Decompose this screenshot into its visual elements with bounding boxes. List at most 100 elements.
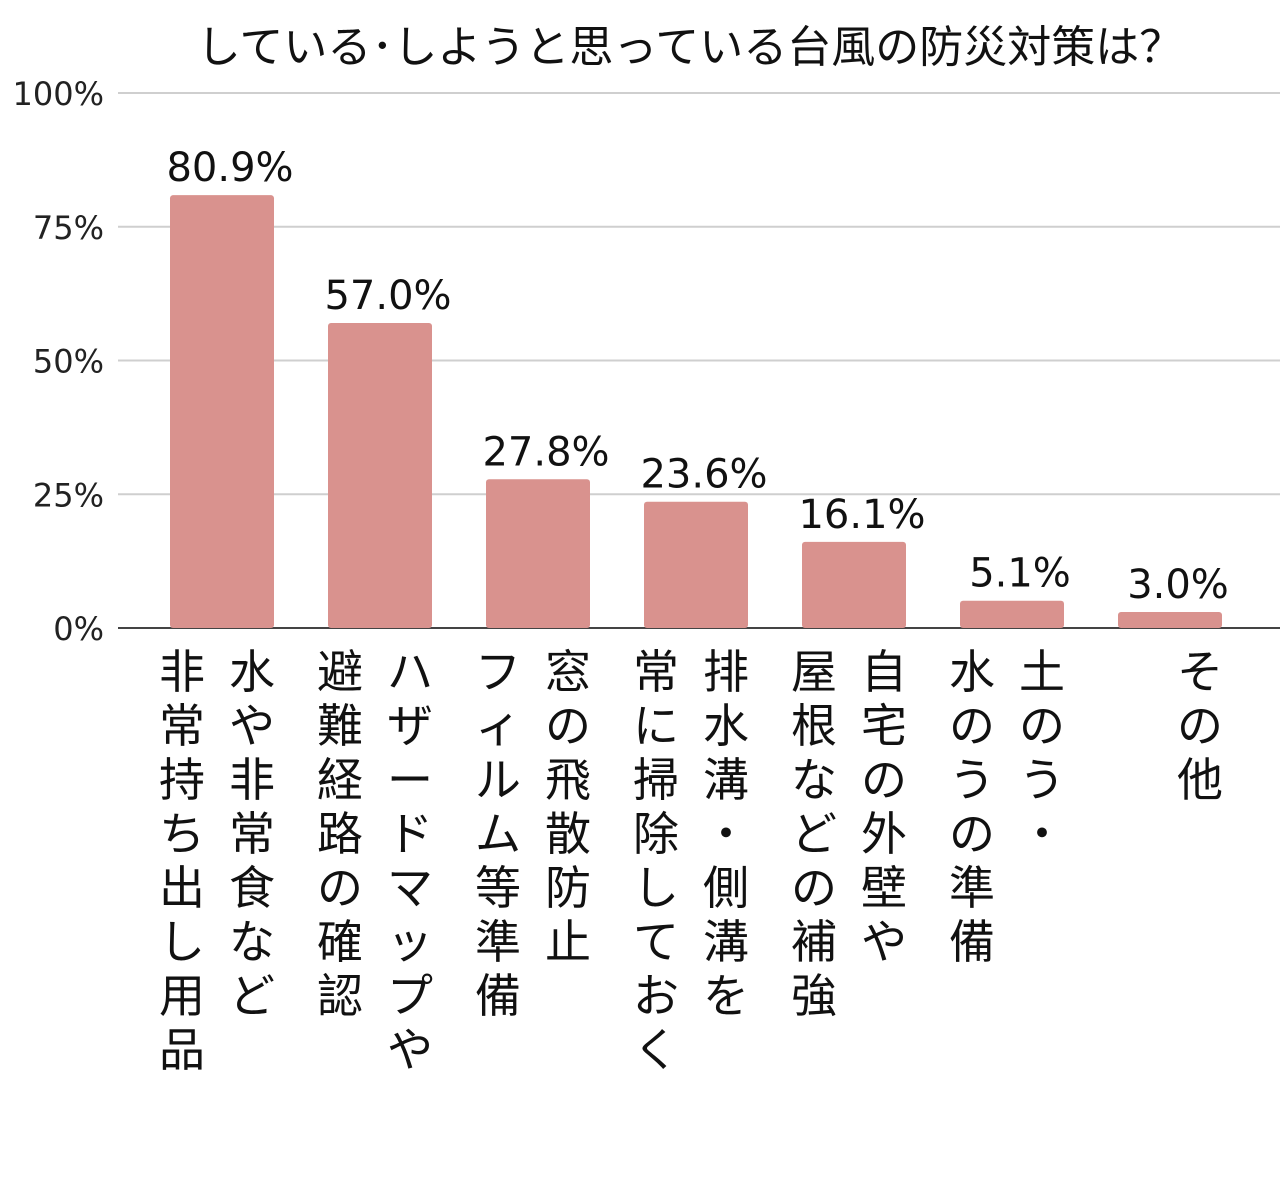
category-char: 根 [791, 699, 837, 753]
category-char: ー [387, 753, 433, 807]
category-char: ハ [387, 645, 433, 699]
category-char: マ [387, 861, 433, 915]
data-label: 23.6% [640, 452, 767, 498]
bar [802, 541, 906, 628]
y-tick-label: 100% [13, 75, 104, 113]
gridlines: 0% 25% 50% 75% 100% [13, 75, 1280, 648]
category-char: 常 [159, 699, 205, 753]
category-char: ・ [703, 807, 749, 861]
category-char: 品 [159, 1023, 205, 1077]
category-label: その他 [1177, 645, 1223, 807]
category-char: 非 [159, 645, 205, 699]
category-char: 常 [633, 645, 679, 699]
data-label: 3.0% [1127, 562, 1229, 608]
category-char: ど [229, 969, 275, 1023]
category-char: 溝 [703, 915, 749, 969]
y-tick-label: 0% [53, 610, 104, 648]
category-char: 水 [949, 645, 995, 699]
data-labels: 80.9% 57.0% 27.8% 23.6% 16.1% 5.1% 3.0% [166, 145, 1228, 608]
category-char: 備 [949, 915, 995, 969]
category-char: 出 [159, 861, 205, 915]
category-char: 準 [949, 861, 995, 915]
category-char: の [861, 753, 907, 807]
category-char: 路 [317, 807, 363, 861]
category-char: の [545, 699, 591, 753]
bar [328, 323, 432, 628]
category-char: の [949, 807, 995, 861]
category-char: ど [791, 807, 837, 861]
category-char: う [1019, 753, 1065, 807]
category-char: 等 [475, 861, 521, 915]
category-char: て [633, 915, 679, 969]
category-char: や [861, 915, 907, 969]
category-char: や [229, 699, 275, 753]
chart-title: している･しようと思っている台風の防災対策は？ [197, 22, 1183, 73]
bar [1118, 611, 1222, 628]
category-char: 排 [703, 645, 749, 699]
bar [486, 479, 590, 628]
category-char: 水 [229, 645, 275, 699]
data-label: 16.1% [798, 492, 925, 538]
category-char: 強 [791, 969, 837, 1023]
category-char: 外 [861, 807, 907, 861]
category-char: ・ [1019, 807, 1065, 861]
category-char: 土 [1019, 645, 1065, 699]
category-char: 補 [791, 915, 837, 969]
data-label: 57.0% [324, 273, 451, 319]
category-char: ル [475, 753, 521, 807]
bar [644, 501, 748, 628]
category-char: 他 [1177, 753, 1223, 807]
category-char: 水 [703, 699, 749, 753]
category-char: 宅 [861, 699, 907, 753]
category-char: 用 [159, 969, 205, 1023]
category-char: の [791, 861, 837, 915]
category-char: な [791, 753, 837, 807]
category-char: 側 [703, 861, 749, 915]
category-char: う [949, 753, 995, 807]
category-char: フ [475, 645, 521, 699]
category-char: 溝 [703, 753, 749, 807]
category-char: 認 [317, 969, 363, 1023]
bars [170, 195, 1222, 628]
category-labels: 水や非常食など非常持ち出し用品ハザードマップや避難経路の確認窓の飛散防止フィルム… [159, 645, 1223, 1077]
category-char: 経 [317, 753, 363, 807]
category-char: ィ [475, 699, 521, 753]
category-char: 止 [545, 915, 591, 969]
category-char: を [703, 969, 749, 1023]
category-char: 壁 [861, 861, 907, 915]
category-char: 防 [545, 861, 591, 915]
category-char: ち [159, 807, 205, 861]
category-char: プ [387, 969, 433, 1023]
category-char: 準 [475, 915, 521, 969]
data-label: 80.9% [166, 145, 293, 191]
category-char: ザ [387, 699, 433, 753]
category-char: 自 [861, 645, 907, 699]
y-tick-label: 75% [33, 209, 104, 247]
category-char: や [387, 1023, 433, 1077]
bar [960, 600, 1064, 628]
category-char: な [229, 915, 275, 969]
category-char: の [317, 861, 363, 915]
category-char: く [633, 1023, 679, 1077]
category-char: お [633, 969, 679, 1023]
category-char: の [1019, 699, 1065, 753]
category-char: そ [1177, 645, 1223, 699]
category-char: 掃 [633, 753, 679, 807]
category-char: 飛 [545, 753, 591, 807]
category-char: 避 [317, 645, 363, 699]
y-tick-label: 25% [33, 476, 104, 514]
category-char: ド [387, 807, 433, 861]
category-char: 食 [229, 861, 275, 915]
category-char: の [949, 699, 995, 753]
category-char: し [633, 861, 679, 915]
category-char: 持 [159, 753, 205, 807]
data-label: 27.8% [482, 429, 609, 475]
category-char: 除 [633, 807, 679, 861]
category-char: 難 [317, 699, 363, 753]
y-tick-label: 50% [33, 343, 104, 381]
